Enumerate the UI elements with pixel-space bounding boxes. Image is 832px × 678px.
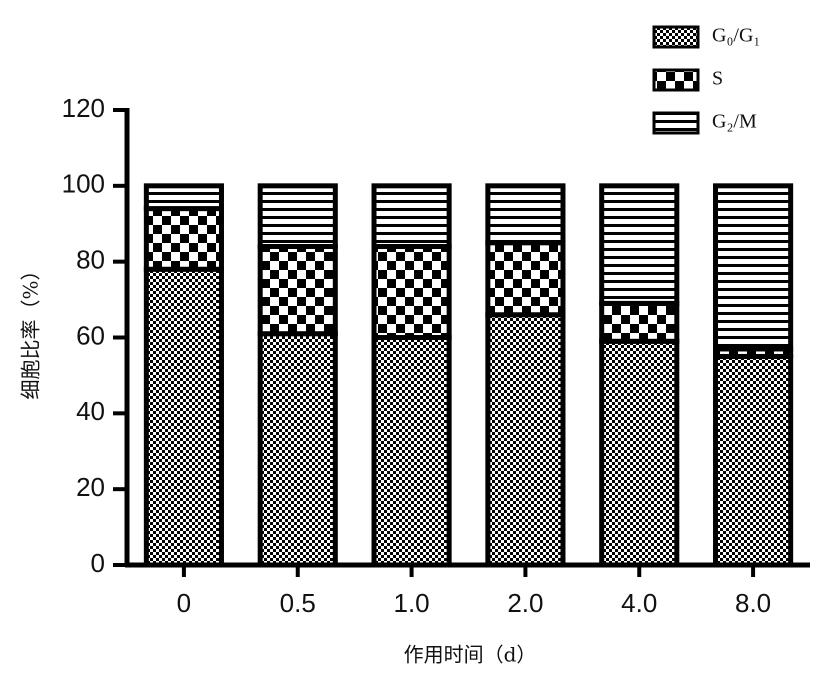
bar-segment <box>371 244 452 340</box>
x-tick-label: 1.0 <box>394 588 430 618</box>
bar-segment <box>143 206 224 272</box>
bar-segment <box>485 183 566 246</box>
bar-segment <box>257 331 338 568</box>
x-tick-label: 0 <box>177 588 191 618</box>
x-axis-label: 作用时间（d） <box>404 643 537 667</box>
bar-segment <box>713 353 794 568</box>
bar-segment <box>713 183 794 352</box>
bar-segment <box>371 183 452 249</box>
y-tick-label: 60 <box>76 320 105 350</box>
bar-segment <box>485 240 566 318</box>
y-tick-label: 100 <box>62 169 105 199</box>
y-tick-label: 120 <box>62 93 105 123</box>
x-tick-label: 8.0 <box>735 588 771 618</box>
legend-swatch <box>652 25 700 49</box>
bar-segment <box>257 244 338 337</box>
legend-label: G₀/G₁ <box>712 25 760 47</box>
y-tick-label: 0 <box>91 548 105 578</box>
bar-segment <box>599 338 680 568</box>
y-tick-label: 80 <box>76 245 105 275</box>
bar-segment <box>371 335 452 568</box>
legend-swatch <box>652 68 700 92</box>
x-tick-label: 0.5 <box>280 588 316 618</box>
y-axis-label: 细胞比率（%） <box>19 260 43 399</box>
bar-segment <box>143 266 224 568</box>
legend-swatch <box>652 111 700 135</box>
bar-segment <box>257 183 338 249</box>
bar-segment <box>143 183 224 212</box>
bar-segment <box>599 300 680 344</box>
x-tick-label: 2.0 <box>507 588 543 618</box>
y-tick-label: 20 <box>76 472 105 502</box>
legend-label: G₂/M <box>712 111 757 133</box>
bar-segment <box>485 312 566 568</box>
x-tick-label: 4.0 <box>621 588 657 618</box>
legend-label: S <box>712 68 723 90</box>
bar-segment <box>599 183 680 306</box>
y-tick-label: 40 <box>76 396 105 426</box>
